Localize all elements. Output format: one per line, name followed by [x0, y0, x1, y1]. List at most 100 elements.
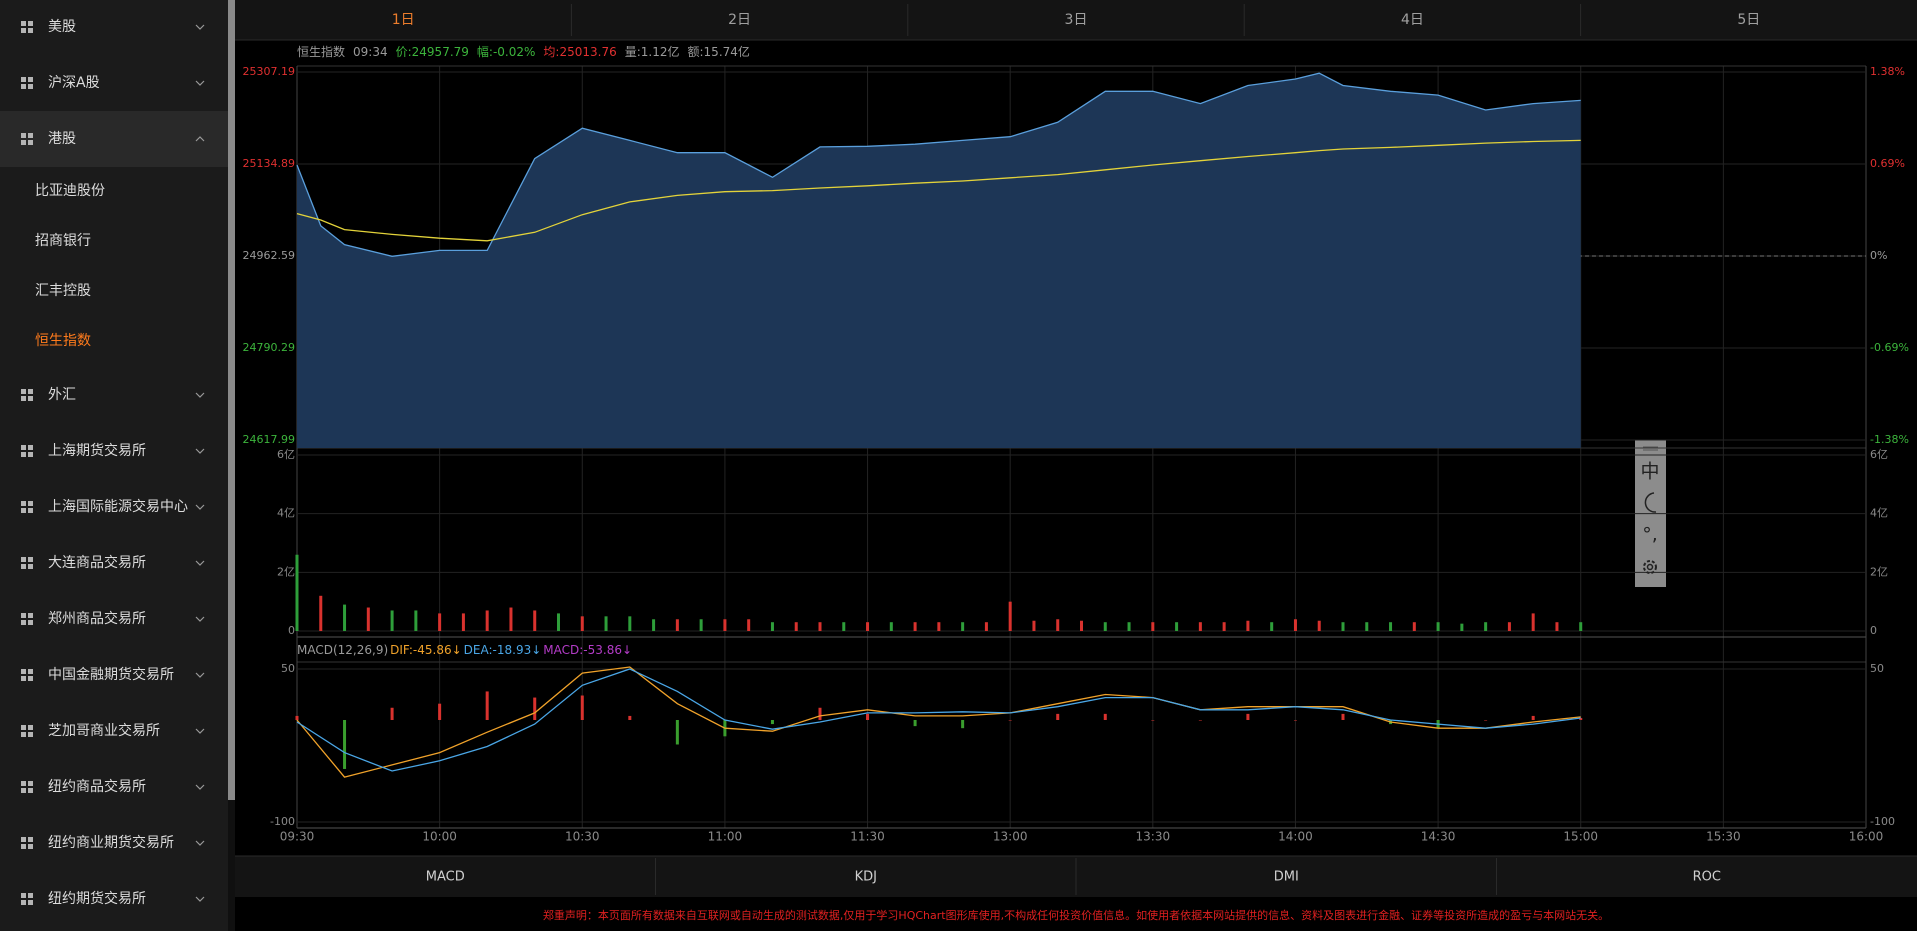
menu-icon [21, 21, 26, 26]
chevron[interactable] [195, 784, 205, 790]
chevron[interactable] [195, 504, 205, 510]
bar [1555, 622, 1559, 631]
submenu-item[interactable]: 比亚迪股份 [35, 183, 105, 199]
menu-item[interactable]: 大连商品交易所 [48, 554, 146, 571]
bar [1507, 622, 1511, 631]
menu-item[interactable]: 芝加哥商业交易所 [48, 722, 160, 739]
y-tick-label-right: 0 [1870, 624, 1877, 637]
submenu-item[interactable]: 汇丰控股 [35, 283, 91, 299]
scrollbar[interactable] [228, 0, 235, 800]
menu-item[interactable]: 港股 [48, 131, 76, 147]
menu-item[interactable]: 纽约期货交易所 [48, 890, 146, 907]
bar [1056, 713, 1060, 720]
ime-mode[interactable]: 中 [1640, 461, 1659, 483]
bar [866, 622, 870, 631]
y2-tick-label: -1.38% [1870, 433, 1909, 446]
bar [1246, 620, 1250, 631]
indicator-tab[interactable]: ROC [1693, 870, 1721, 885]
legend-entry: MACD:-53.86↓ [543, 643, 632, 657]
menu-item[interactable]: 外汇 [48, 387, 76, 403]
x-tick-label: 11:30 [850, 830, 885, 844]
menu-icon [28, 669, 33, 674]
menu-icon [21, 676, 26, 681]
menu-icon [21, 445, 26, 450]
menu-item[interactable]: 中国金融期货交易所 [48, 666, 174, 683]
legend-entry: DEA:-18.93↓ [464, 643, 542, 657]
period-tab[interactable]: 3日 [1065, 12, 1088, 28]
menu-icon [21, 844, 26, 849]
chevron[interactable] [195, 672, 205, 678]
indicator-tab[interactable]: KDJ [855, 870, 877, 885]
chevron[interactable] [195, 840, 205, 846]
menu-icon [21, 508, 26, 513]
period-tab[interactable]: 5日 [1737, 12, 1760, 28]
period-tab[interactable]: 1日 [392, 12, 415, 28]
chevron[interactable] [195, 448, 205, 454]
chevron[interactable] [195, 560, 205, 566]
menu-item[interactable]: 美股 [48, 19, 76, 35]
bar [937, 622, 941, 631]
chevron[interactable] [195, 896, 205, 902]
quote-field: 09:34 [353, 45, 388, 59]
menu-icon [28, 508, 33, 513]
bar [961, 720, 965, 729]
legend-entry: DIF:-45.86↓ [390, 643, 462, 657]
menu-icon [28, 133, 33, 138]
bar [1341, 622, 1345, 631]
menu-icon [21, 133, 26, 138]
ime-moon-icon[interactable] [1644, 492, 1657, 513]
menu-item[interactable]: 纽约商品交易所 [48, 778, 146, 795]
period-tab[interactable]: 4日 [1401, 12, 1424, 28]
bar [699, 619, 703, 631]
bar [366, 607, 370, 631]
quote-field: 额:15.74亿 [688, 44, 750, 59]
menu-icon [21, 620, 26, 625]
chevron[interactable] [195, 728, 205, 734]
menu-icon [28, 557, 33, 562]
menu-icon [21, 140, 26, 145]
ime-punct[interactable]: °, [1642, 524, 1658, 546]
menu-item[interactable]: 郑州商品交易所 [48, 610, 146, 627]
period-tab[interactable]: 2日 [728, 12, 751, 28]
submenu-item[interactable]: 恒生指数 [35, 333, 91, 349]
bar [1484, 720, 1488, 721]
menu-icon [28, 140, 33, 145]
ime-settings-icon [1646, 563, 1654, 571]
menu-icon [28, 844, 33, 849]
ime-settings-icon[interactable] [1643, 560, 1657, 574]
quote-field: 量:1.12亿 [625, 44, 680, 59]
chevron[interactable] [195, 616, 205, 622]
menu-item[interactable]: 纽约商业期货交易所 [48, 834, 174, 851]
chevron[interactable] [195, 136, 205, 142]
bar [1008, 720, 1012, 721]
menu-icon [21, 781, 26, 786]
y-tick-label: 25134.89 [243, 157, 296, 170]
menu-icon [21, 837, 26, 842]
menu-icon [21, 725, 26, 730]
chevron[interactable] [195, 80, 205, 86]
menu-icon [21, 557, 26, 562]
y2-tick-label: -0.69% [1870, 341, 1909, 354]
menu-icon [21, 613, 26, 618]
indicator-tab[interactable]: DMI [1274, 870, 1299, 885]
y-tick-label: 24617.99 [243, 433, 296, 446]
bar [1317, 620, 1321, 631]
bar [1175, 622, 1179, 631]
bar [509, 607, 513, 631]
bar [580, 695, 584, 720]
submenu-item[interactable]: 招商银行 [35, 233, 91, 249]
x-tick-label: 10:30 [565, 830, 600, 844]
menu-item[interactable]: 上海国际能源交易中心 [48, 498, 188, 515]
bar [675, 619, 679, 631]
chevron[interactable] [195, 392, 205, 398]
bar [770, 622, 774, 631]
bar [866, 713, 870, 720]
indicator-tab[interactable]: MACD [426, 870, 465, 885]
menu-icon [28, 900, 33, 905]
menu-item[interactable]: 沪深A股 [48, 75, 100, 91]
bar [1293, 720, 1297, 721]
menu-item[interactable]: 上海期货交易所 [48, 442, 146, 459]
menu-icon [21, 669, 26, 674]
quote-field: 价:24957.79 [396, 45, 469, 59]
chevron[interactable] [195, 24, 205, 30]
